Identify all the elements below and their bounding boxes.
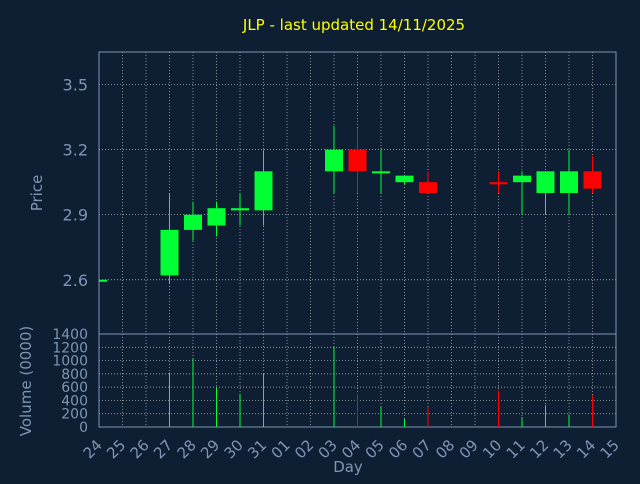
volume-y-tick-label: 1400: [52, 327, 88, 343]
x-axis-label: Day: [333, 458, 363, 476]
candle-body: [489, 182, 508, 185]
candle-body: [325, 149, 343, 172]
candle-body: [160, 229, 179, 276]
x-tick-label: 08: [432, 436, 458, 462]
price-y-tick-label: 2.6: [63, 271, 88, 290]
candle-body: [419, 182, 437, 193]
candle-body: [348, 149, 367, 172]
price-y-tick-label: 2.9: [63, 206, 88, 225]
x-tick-label: 02: [291, 436, 317, 462]
candle-body: [207, 208, 226, 226]
x-tick-label: 27: [150, 436, 176, 462]
x-tick-label: 07: [409, 436, 435, 462]
volume-y-tick-label: 600: [61, 380, 88, 396]
candle-body: [372, 171, 390, 174]
volume-y-tick-label: 400: [61, 393, 88, 409]
x-tick-label: 15: [597, 436, 623, 462]
price-y-tick-label: 3.2: [63, 141, 88, 160]
candle-body: [231, 208, 249, 211]
candle-body: [583, 171, 602, 189]
x-tick-label: 30: [221, 436, 247, 462]
x-tick-label: 24: [80, 436, 106, 462]
x-tick-label: 06: [385, 436, 411, 462]
candle-body: [184, 214, 202, 230]
x-tick-label: 28: [174, 436, 200, 462]
x-tick-label: 09: [456, 436, 482, 462]
volume-y-tick-label: 200: [61, 407, 88, 423]
volume-y-tick-label: 0: [79, 420, 88, 436]
candle-body: [254, 171, 273, 211]
volume-y-tick-label: 800: [61, 367, 88, 383]
candle-body: [560, 171, 578, 193]
price-y-tick-labels: 2.6 2.9 3.2 3.5: [63, 76, 88, 290]
volume-bars: [169, 347, 593, 427]
volume-axis-label: Volume (0000): [17, 326, 35, 436]
x-tick-label: 05: [362, 436, 388, 462]
x-tick-label: 11: [503, 436, 529, 462]
x-tick-label: 29: [197, 436, 223, 462]
x-tick-label: 31: [244, 436, 270, 462]
candle-body: [536, 171, 555, 193]
price-axis-label: Price: [28, 175, 46, 212]
x-tick-label: 10: [479, 436, 505, 462]
price-panel: 2.6 2.9 3.2 3.5 Price: [28, 51, 617, 335]
candle-body: [513, 175, 531, 183]
x-tick-label: 26: [127, 436, 153, 462]
x-tick-label: 25: [103, 436, 129, 462]
candles: [99, 125, 602, 285]
x-tick-label: 12: [526, 436, 552, 462]
price-y-tick-label: 3.5: [63, 76, 88, 95]
x-tick-label: 13: [550, 436, 576, 462]
candle-body: [99, 279, 107, 282]
x-tick-label: 14: [573, 436, 599, 462]
volume-y-tick-label: 1000: [52, 354, 88, 370]
volume-y-tick-label: 1200: [52, 340, 88, 356]
chart-title: JLP - last updated 14/11/2025: [242, 16, 465, 34]
x-tick-label: 01: [268, 436, 294, 462]
candle-body: [395, 175, 414, 183]
